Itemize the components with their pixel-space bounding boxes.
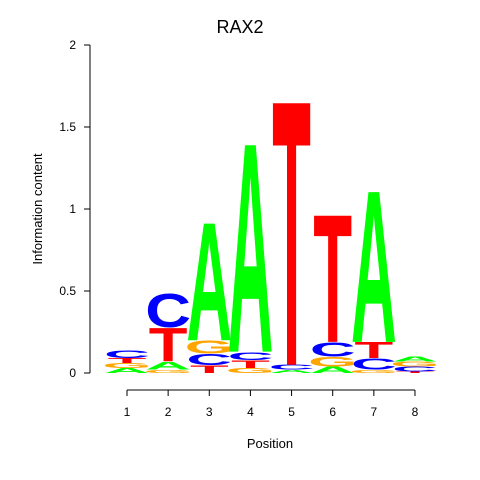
logo-letter-c: C (269, 363, 315, 371)
y-tick-label: 1.5 (59, 120, 76, 134)
letter-glyph: G (102, 362, 151, 370)
letter-glyph: G (226, 367, 275, 375)
letter-glyph: A (228, 80, 274, 415)
logo-letter-t: T (396, 371, 435, 374)
logo-letter-a: A (351, 145, 397, 388)
x-tick-label: 1 (124, 405, 131, 419)
logo-letter-a: A (269, 369, 315, 374)
letter-glyph: T (190, 363, 229, 376)
logo-letter-g: G (226, 367, 275, 375)
letter-glyph: T (149, 318, 188, 372)
letter-glyph: G (349, 369, 398, 374)
letter-glyph: G (144, 369, 193, 374)
x-tick-label: 2 (165, 405, 172, 419)
letter-glyph: C (392, 365, 438, 373)
letter-glyph: T (354, 338, 393, 363)
letter-glyph: A (145, 359, 191, 372)
logo-letter-a: A (104, 367, 150, 375)
letter-glyph: G (308, 354, 357, 369)
letter-glyph: C (186, 350, 232, 368)
logo-letter-c: C (186, 350, 232, 368)
logo-letter-t: T (354, 338, 393, 363)
letter-glyph: G (390, 360, 439, 368)
logo-letter-c: C (104, 348, 150, 361)
logo-letter-c: C (228, 350, 274, 363)
y-tick-label: 0.5 (59, 284, 76, 298)
y-axis-ticks: 0 0.5 1 1.5 2 (59, 38, 90, 380)
letter-glyph: A (392, 355, 438, 363)
letter-glyph: A (186, 188, 232, 377)
logo-letter-g: G (349, 369, 398, 374)
y-tick-label: 1 (69, 202, 76, 216)
logo-letter-t: T (313, 177, 352, 382)
logo-letter-g: G (390, 360, 439, 368)
x-tick-label: 4 (247, 405, 254, 419)
letter-glyph: T (108, 357, 147, 365)
letter-glyph: G (185, 337, 234, 357)
logo-letter-a: A (228, 80, 274, 415)
letter-glyph: A (310, 365, 356, 375)
x-tick-label: 5 (288, 405, 295, 419)
logo-letter-t: T (190, 363, 229, 376)
letter-glyph: C (269, 363, 315, 371)
logo-letter-g: G (185, 337, 234, 357)
logo-letter-t: T (272, 20, 311, 445)
letter-glyph: C (104, 348, 150, 361)
logo-letter-c: C (145, 283, 191, 337)
letter-glyph: C (310, 338, 356, 361)
y-tick-label: 0 (69, 366, 76, 380)
letter-glyph: C (228, 350, 274, 363)
letter-glyph: A (104, 367, 150, 375)
x-tick-label: 8 (412, 405, 419, 419)
letter-glyph: T (313, 177, 352, 382)
x-tick-label: 3 (206, 405, 213, 419)
logo-letter-t: T (149, 318, 188, 372)
y-axis-title: Information content (30, 153, 45, 265)
x-tick-label: 6 (329, 405, 336, 419)
logo-letter-a: A (186, 188, 232, 377)
letter-glyph: C (145, 283, 191, 337)
x-tick-label: 7 (370, 405, 377, 419)
x-axis-ticks: 1 2 3 4 5 6 7 8 (124, 390, 419, 419)
logo-letter-g: G (102, 362, 151, 370)
letter-glyph: A (351, 145, 397, 388)
letter-glyph: C (351, 355, 397, 373)
logo-letter-a: A (310, 365, 356, 375)
x-axis-title: Position (247, 436, 293, 451)
logo-letter-c: C (351, 355, 397, 373)
chart-title: RAX2 (216, 17, 263, 37)
letter-glyph: A (269, 369, 315, 374)
logo-letter-a: A (145, 359, 191, 372)
logo-letter-t: T (231, 358, 270, 371)
logo-letter-c: C (310, 338, 356, 361)
letter-glyph: T (231, 358, 270, 371)
letter-glyph: T (396, 371, 435, 374)
letter-glyph: T (272, 20, 311, 445)
logo-letter-a: A (392, 355, 438, 363)
logo-letter-t: T (108, 357, 147, 365)
logo-letter-g: G (308, 354, 357, 369)
logo-letter-c: C (392, 365, 438, 373)
y-tick-label: 2 (69, 38, 76, 52)
logo-letter-g: G (144, 369, 193, 374)
